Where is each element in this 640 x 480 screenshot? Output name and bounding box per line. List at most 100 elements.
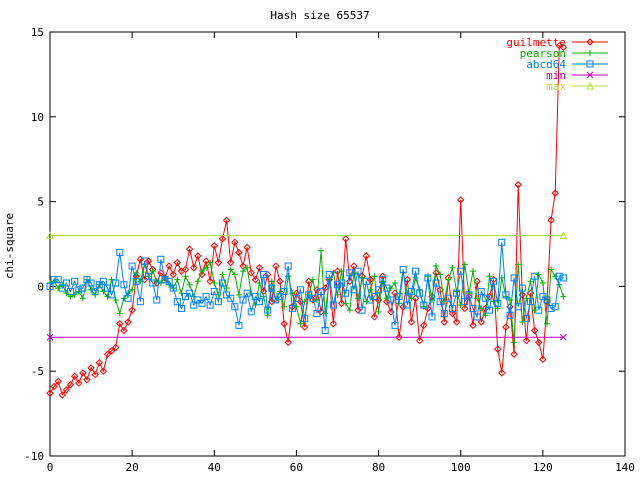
data-point-abcd64 bbox=[104, 284, 111, 292]
data-point-guilmette bbox=[103, 350, 112, 358]
plot-frame bbox=[49, 31, 626, 457]
data-point-guilmette bbox=[157, 269, 165, 277]
data-point-guilmette bbox=[551, 189, 559, 197]
data-point-abcd64 bbox=[243, 289, 251, 297]
data-point-pearson bbox=[375, 308, 382, 315]
data-point-guilmette bbox=[91, 370, 99, 379]
data-point-guilmette bbox=[522, 336, 531, 345]
data-point-guilmette bbox=[411, 294, 420, 302]
data-point-abcd64 bbox=[399, 265, 407, 273]
data-point-pearson bbox=[182, 273, 189, 280]
data-point-abcd64 bbox=[498, 238, 506, 246]
data-point-abcd64 bbox=[473, 313, 481, 321]
data-point-guilmette bbox=[280, 320, 288, 328]
data-point-abcd64 bbox=[325, 271, 333, 279]
data-point-pearson bbox=[211, 280, 218, 287]
data-point-pearson bbox=[461, 261, 468, 268]
data-point-guilmette bbox=[469, 321, 477, 330]
series-guilmette bbox=[46, 41, 568, 399]
data-point-abcd64 bbox=[255, 298, 263, 306]
data-point-guilmette bbox=[403, 275, 412, 284]
data-point-guilmette bbox=[465, 292, 473, 301]
data-point-guilmette bbox=[70, 372, 79, 380]
data-point-abcd64 bbox=[481, 294, 489, 302]
data-point-abcd64 bbox=[50, 276, 58, 284]
data-point-abcd64 bbox=[264, 306, 272, 314]
data-point-abcd64 bbox=[494, 299, 502, 307]
data-point-guilmette bbox=[251, 275, 260, 284]
data-point-pearson bbox=[392, 280, 398, 287]
data-point-abcd64 bbox=[198, 299, 206, 307]
data-point-guilmette bbox=[120, 326, 128, 335]
data-point-abcd64 bbox=[551, 303, 559, 311]
data-point-abcd64 bbox=[420, 301, 428, 309]
legend-item-min: min bbox=[546, 69, 608, 82]
data-point-pearson bbox=[486, 273, 493, 280]
data-point-pearson bbox=[289, 290, 296, 297]
data-point-guilmette bbox=[58, 391, 67, 399]
data-point-guilmette bbox=[502, 323, 510, 331]
data-point-abcd64 bbox=[173, 298, 181, 306]
data-point-guilmette bbox=[214, 258, 223, 267]
x-tick-label: 20 bbox=[126, 461, 139, 474]
data-point-abcd64 bbox=[395, 293, 403, 301]
data-point-abcd64 bbox=[297, 286, 305, 294]
data-point-abcd64 bbox=[62, 279, 70, 287]
data-point-abcd64 bbox=[449, 304, 456, 312]
data-point-pearson bbox=[548, 266, 555, 273]
data-point-abcd64 bbox=[547, 304, 555, 312]
data-point-abcd64 bbox=[535, 306, 543, 314]
data-point-pearson bbox=[437, 271, 444, 278]
data-point-pearson bbox=[63, 290, 70, 297]
data-point-abcd64 bbox=[112, 279, 120, 287]
data-point-abcd64 bbox=[149, 279, 157, 287]
data-point-pearson bbox=[338, 268, 345, 275]
series-max bbox=[46, 231, 568, 240]
legend-item-guilmette: guilmette bbox=[506, 36, 608, 49]
data-point-abcd64 bbox=[334, 281, 341, 289]
data-point-guilmette bbox=[66, 381, 75, 389]
data-point-pearson bbox=[535, 271, 542, 278]
data-point-abcd64 bbox=[239, 296, 247, 304]
data-point-guilmette bbox=[440, 318, 448, 326]
data-point-guilmette bbox=[420, 321, 428, 330]
data-point-abcd64 bbox=[436, 298, 444, 306]
data-point-abcd64 bbox=[206, 301, 214, 309]
data-point-abcd64 bbox=[350, 286, 358, 294]
legend-label: min bbox=[546, 69, 566, 82]
data-point-abcd64 bbox=[132, 277, 140, 285]
data-point-abcd64 bbox=[87, 279, 95, 287]
data-point-guilmette bbox=[292, 289, 301, 297]
data-point-abcd64 bbox=[219, 279, 226, 287]
data-point-guilmette bbox=[514, 180, 522, 189]
data-point-guilmette bbox=[395, 333, 403, 341]
chart-title: Hash size 65537 bbox=[270, 9, 369, 22]
data-point-abcd64 bbox=[157, 255, 165, 263]
data-point-abcd64 bbox=[416, 289, 424, 297]
data-point-pearson bbox=[556, 281, 563, 288]
data-point-abcd64 bbox=[116, 248, 124, 256]
data-point-guilmette bbox=[559, 43, 568, 51]
data-point-abcd64 bbox=[99, 277, 107, 285]
data-point-guilmette bbox=[206, 277, 214, 286]
data-point-pearson bbox=[88, 286, 95, 293]
data-point-guilmette bbox=[75, 379, 83, 387]
data-point-pearson bbox=[433, 263, 440, 270]
data-point-guilmette bbox=[452, 318, 461, 326]
data-point-abcd64 bbox=[169, 284, 177, 292]
data-point-pearson bbox=[404, 290, 411, 297]
data-point-guilmette bbox=[116, 320, 124, 328]
data-point-pearson bbox=[330, 269, 337, 276]
data-point-pearson bbox=[293, 303, 300, 310]
data-point-guilmette bbox=[83, 375, 91, 384]
data-point-abcd64 bbox=[145, 272, 153, 280]
data-point-pearson bbox=[363, 298, 370, 305]
data-point-guilmette bbox=[227, 258, 235, 267]
data-point-abcd64 bbox=[227, 294, 235, 302]
data-point-pearson bbox=[186, 281, 193, 288]
data-point-pearson bbox=[342, 300, 349, 307]
data-point-abcd64 bbox=[354, 267, 362, 275]
data-point-abcd64 bbox=[231, 303, 239, 311]
x-tick-label: 0 bbox=[47, 461, 54, 474]
